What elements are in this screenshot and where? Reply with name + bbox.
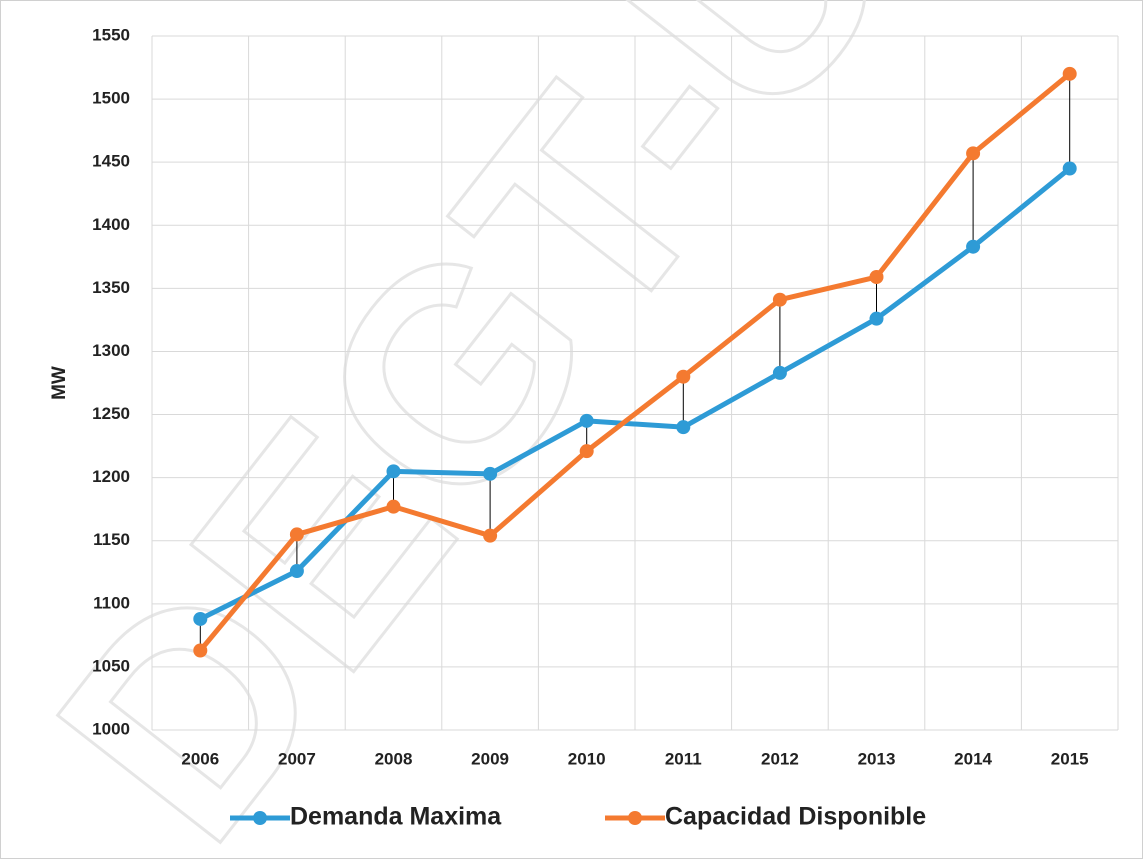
series-line <box>198 71 1072 653</box>
x-tick-label: 2012 <box>761 749 799 768</box>
x-tick-label: 2013 <box>858 749 896 768</box>
x-tick-label: 2011 <box>665 749 702 768</box>
y-axis-label: MW <box>49 366 70 400</box>
point <box>193 611 208 626</box>
x-tick-label: 2007 <box>278 749 316 768</box>
point <box>869 270 884 285</box>
point <box>869 311 884 326</box>
point <box>579 444 594 459</box>
point <box>386 464 401 479</box>
x-tick-label: 2014 <box>954 749 992 768</box>
point <box>289 564 304 579</box>
legend-marker <box>253 811 267 825</box>
x-tick-label: 2010 <box>568 749 606 768</box>
y-tick-label: 1000 <box>92 719 130 738</box>
point <box>772 292 787 307</box>
point <box>289 527 304 542</box>
y-tick-label: 1450 <box>92 152 130 171</box>
x-tick-label: 2009 <box>471 749 509 768</box>
y-tick-label: 1500 <box>92 89 130 108</box>
point <box>1062 161 1077 176</box>
y-tick-label: 1300 <box>92 341 130 360</box>
x-tick-label: 2006 <box>181 749 219 768</box>
y-tick-label: 1550 <box>92 25 130 44</box>
y-tick-label: 1200 <box>92 467 130 486</box>
point <box>579 413 594 428</box>
x-tick-label: 2015 <box>1051 749 1089 768</box>
y-tick-label: 1400 <box>92 215 130 234</box>
legend-marker <box>628 811 642 825</box>
y-tick-label: 1100 <box>93 593 130 612</box>
point <box>676 369 691 384</box>
point <box>966 146 981 161</box>
point <box>193 643 208 658</box>
legend-label: Demanda Maxima <box>290 803 502 831</box>
point <box>772 365 787 380</box>
point <box>483 528 498 543</box>
y-tick-label: 1150 <box>93 530 130 549</box>
point <box>676 420 691 435</box>
point <box>1062 66 1077 81</box>
point <box>483 466 498 481</box>
y-tick-label: 1250 <box>92 404 130 423</box>
x-tick-label: 2008 <box>375 749 413 768</box>
y-tick-label: 1350 <box>92 278 130 297</box>
point <box>386 499 401 514</box>
y-tick-label: 1050 <box>92 656 130 675</box>
legend-label: Capacidad Disponible <box>665 803 926 831</box>
point <box>966 239 981 254</box>
